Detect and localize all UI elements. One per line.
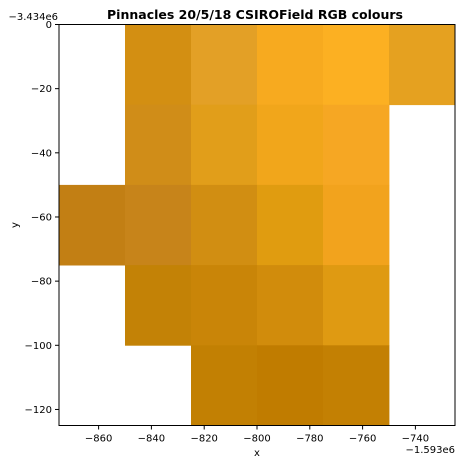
heatmap-cell (323, 104, 390, 186)
heatmap-cell (323, 24, 390, 106)
heatmap-cell (323, 345, 390, 426)
y-tick-label: 0 (46, 20, 52, 31)
heatmap-cell (59, 184, 126, 266)
y-tick-label: −20 (31, 84, 52, 95)
x-tick-label: −860 (85, 434, 112, 445)
heatmap-cell (125, 265, 192, 346)
heatmap-cell (257, 104, 324, 186)
x-ticks: −860 −840 −820 −800 −780 −760 −740 (85, 425, 429, 445)
x-tick-label: −840 (138, 434, 165, 445)
x-tick-label: −780 (296, 434, 323, 445)
x-tick-label: −740 (402, 434, 429, 445)
x-offset-label: −1.593e6 (405, 445, 455, 456)
heatmap-cell (191, 345, 258, 426)
x-tick-label: −760 (349, 434, 376, 445)
y-offset-label: −3.434e6 (8, 12, 58, 23)
heatmap-cell (125, 184, 192, 266)
x-tick-label: −820 (190, 434, 217, 445)
y-tick-label: −60 (31, 212, 52, 223)
y-tick-label: −40 (31, 148, 52, 159)
x-tick-label: −800 (243, 434, 270, 445)
y-ticks: 0 −20 −40 −60 −80 −100 −120 (25, 20, 59, 416)
heatmap-cell (257, 265, 324, 346)
heatmap-cell (257, 184, 324, 266)
heatmap-cell (191, 265, 258, 346)
y-tick-label: −100 (25, 341, 52, 352)
x-axis-label: x (254, 448, 260, 459)
heatmap-cell (257, 345, 324, 426)
heatmap-cell (125, 104, 192, 186)
y-tick-label: −80 (31, 277, 52, 288)
heatmap-cell (389, 24, 456, 106)
heatmap-cells (59, 24, 456, 426)
heatmap-cell (257, 24, 324, 106)
y-axis-label: y (10, 222, 21, 228)
y-tick-label: −120 (25, 405, 52, 416)
heatmap-cell (191, 104, 258, 186)
heatmap-cell (191, 24, 258, 106)
heatmap-cell (323, 265, 390, 346)
chart-title: Pinnacles 20/5/18 CSIROField RGB colours (107, 7, 403, 22)
heatmap-cell (323, 184, 390, 266)
heatmap-cell (191, 184, 258, 266)
heatmap-cell (125, 24, 192, 106)
